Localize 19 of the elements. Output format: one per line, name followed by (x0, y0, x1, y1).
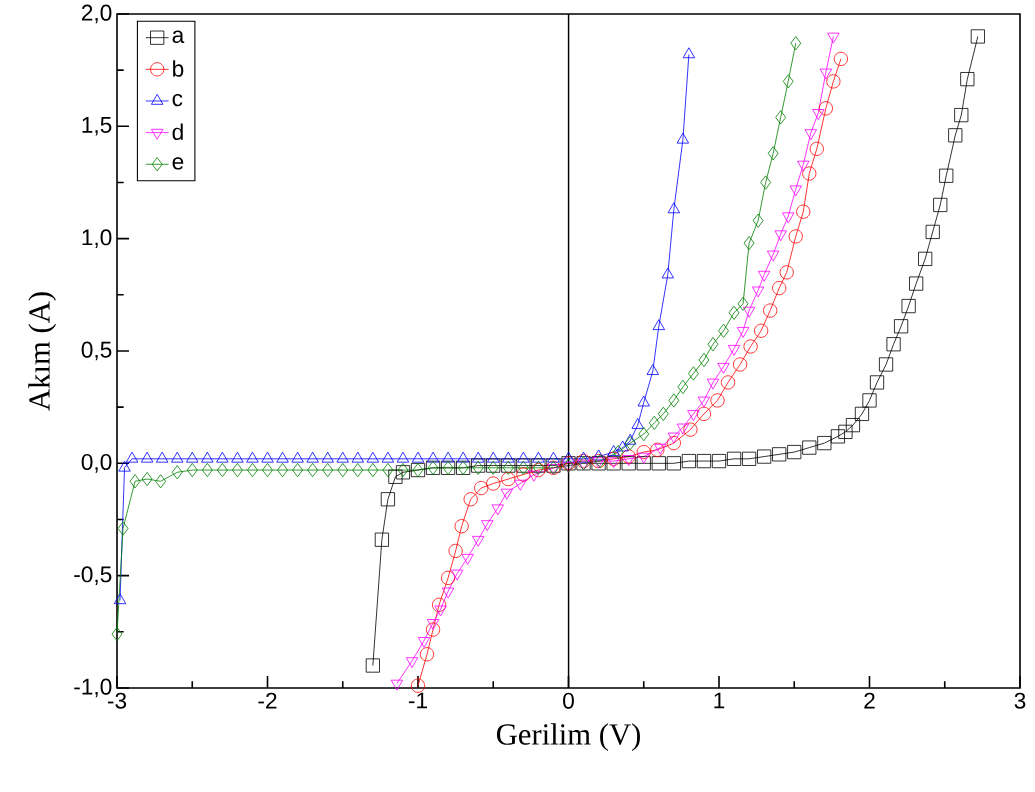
x-tick-label: -1 (408, 692, 427, 709)
legend-label: d (172, 123, 183, 141)
y-tick-label: 2,0 (81, 4, 112, 24)
y-axis-title: Akım (A) (28, 292, 57, 411)
legend-label: b (173, 60, 184, 77)
legend-label: e (172, 157, 184, 170)
x-tick-label: 1 (714, 692, 725, 709)
x-tick-label: 2 (864, 692, 875, 709)
legend-label: c (172, 93, 183, 107)
y-tick-label: -0,5 (74, 566, 112, 586)
y-tick-label: 0,5 (81, 341, 112, 361)
x-tick-label: -2 (258, 692, 277, 709)
y-tick-label: 0,0 (81, 453, 112, 473)
x-tick-label: 0 (563, 692, 574, 709)
x-tick-label: 3 (1014, 692, 1026, 709)
y-tick-label: 1,5 (82, 117, 112, 136)
y-tick-label: 1,0 (82, 229, 112, 249)
x-axis-title: Gerilim (V) (496, 723, 640, 752)
legend-label: a (172, 30, 185, 44)
